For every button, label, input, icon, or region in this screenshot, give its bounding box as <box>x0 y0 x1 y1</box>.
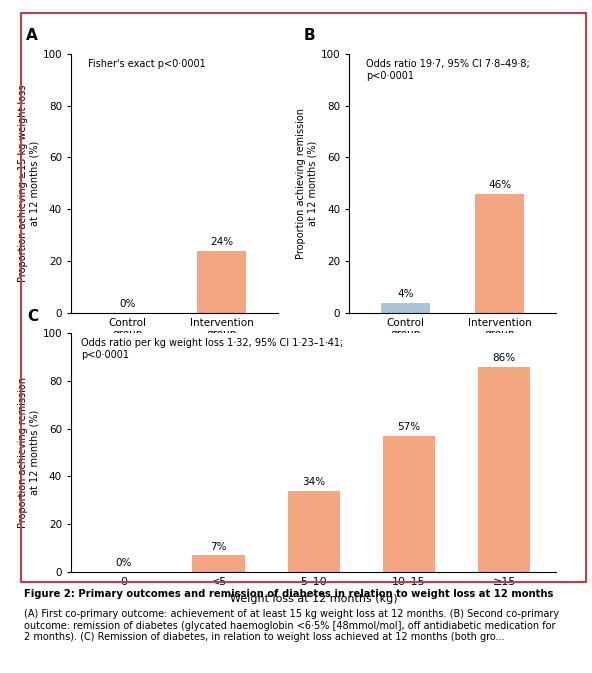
Text: 57%: 57% <box>397 422 420 432</box>
Text: 7%: 7% <box>210 542 227 552</box>
Text: 0%: 0% <box>120 299 136 309</box>
Text: Fisher's exact p<0·0001: Fisher's exact p<0·0001 <box>88 59 205 69</box>
Bar <box>288 491 340 572</box>
Text: C: C <box>27 309 38 324</box>
Y-axis label: Proportion achieving ≥15 kg weight loss
at 12 months (%): Proportion achieving ≥15 kg weight loss … <box>18 85 40 282</box>
Text: Odds ratio 19·7, 95% CI 7·8–49·8;
p<0·0001: Odds ratio 19·7, 95% CI 7·8–49·8; p<0·00… <box>366 59 530 81</box>
Y-axis label: Proportion achieving remission
at 12 months (%): Proportion achieving remission at 12 mon… <box>18 377 40 528</box>
Bar <box>381 303 430 313</box>
Text: 34%: 34% <box>302 477 326 487</box>
Text: 46%: 46% <box>488 180 511 190</box>
Text: 0%: 0% <box>115 559 131 569</box>
Text: 86%: 86% <box>493 353 516 363</box>
Text: 4%: 4% <box>398 289 414 299</box>
Y-axis label: Proportion achieving remission
at 12 months (%): Proportion achieving remission at 12 mon… <box>296 108 318 259</box>
Text: B: B <box>304 28 316 44</box>
Text: Odds ratio per kg weight loss 1·32, 95% CI 1·23–1·41;
p<0·0001: Odds ratio per kg weight loss 1·32, 95% … <box>81 338 343 359</box>
Bar <box>475 194 525 313</box>
Bar <box>383 436 435 572</box>
Text: 24%: 24% <box>210 237 233 247</box>
Text: Figure 2: Primary outcomes and remission of diabetes in relation to weight loss : Figure 2: Primary outcomes and remission… <box>24 589 553 599</box>
Bar <box>197 251 246 313</box>
Bar <box>192 555 244 572</box>
Text: (A) First co-primary outcome: achievement of at least 15 kg weight loss at 12 mo: (A) First co-primary outcome: achievemen… <box>24 609 559 642</box>
Text: A: A <box>25 28 37 44</box>
X-axis label: Weight loss at 12 months (kg): Weight loss at 12 months (kg) <box>230 594 398 604</box>
Bar <box>478 367 530 572</box>
